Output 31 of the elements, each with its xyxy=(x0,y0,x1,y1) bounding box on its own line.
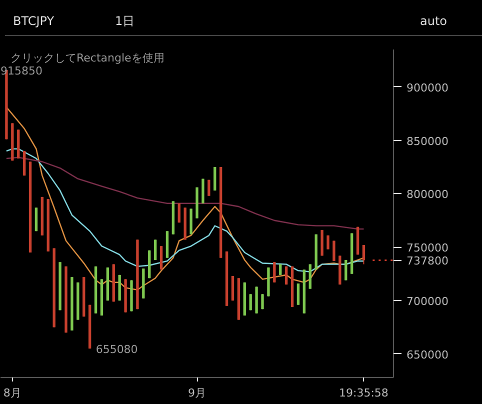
line-series xyxy=(6,106,364,291)
x-tick-label: 8月 xyxy=(3,386,22,400)
candlestick xyxy=(160,246,163,270)
y-tick-label: 800000 xyxy=(406,188,448,202)
candlestick xyxy=(344,259,348,281)
y-tick-label: 650000 xyxy=(406,348,448,362)
text: auto xyxy=(420,13,448,30)
x-tick-label: 19:35:58 xyxy=(339,386,388,400)
candlestick xyxy=(34,207,38,232)
candlestick xyxy=(208,179,210,196)
candlestick xyxy=(249,294,252,311)
line-series xyxy=(6,148,364,272)
text: 1日 xyxy=(115,13,135,30)
line-series xyxy=(6,156,364,230)
candlestick xyxy=(279,264,282,276)
candlestick xyxy=(273,262,276,283)
candlestick xyxy=(296,282,300,306)
candlestick xyxy=(154,239,157,260)
candlestick xyxy=(362,244,366,265)
y-tick-label: 750000 xyxy=(406,242,448,255)
candlestick xyxy=(214,166,216,192)
y-tick-label: 700000 xyxy=(406,295,448,308)
chart-title: BTCJPY xyxy=(13,13,54,30)
annotation: クリックしてRectangleを使用 xyxy=(10,52,164,64)
annotation: 915850 xyxy=(0,64,42,78)
candlestick xyxy=(332,240,336,262)
y-tick-label: 850000 xyxy=(406,134,448,148)
y-tick-label: 900000 xyxy=(406,81,448,94)
annotation: 655080 xyxy=(96,343,138,356)
x-tick-label: 9月 xyxy=(188,386,206,400)
ref-line-label: 737800 xyxy=(406,254,448,268)
